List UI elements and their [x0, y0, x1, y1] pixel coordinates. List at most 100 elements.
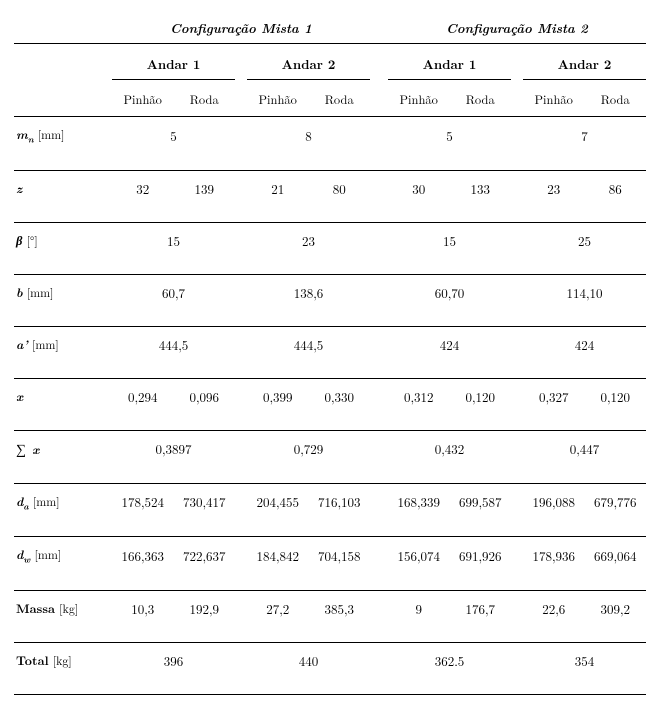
col-pinhao: Pinhão [523, 86, 585, 116]
heading-config2: Configuração Mista 2 [388, 12, 646, 44]
cell-value: 309,2 [585, 590, 647, 626]
row-beta: β [°] 15 23 15 25 [14, 222, 646, 258]
cell-value: 424 [523, 326, 646, 362]
row-z: z 32 139 21 80 30 133 23 86 [14, 170, 646, 206]
cell-value: 440 [247, 642, 370, 678]
cell-value: 80 [309, 170, 371, 206]
cell-value: 114,10 [523, 274, 646, 310]
cell-value: 7 [523, 117, 646, 154]
cell-value: 679,776 [585, 483, 647, 520]
row-dw: dw [mm] 166,363 722,637 184,842 704,158 … [14, 537, 646, 574]
cell-value: 0,330 [309, 378, 371, 414]
label-x: x [14, 378, 100, 414]
cell-value: 0,294 [112, 378, 174, 414]
spec-table: Configuração Mista 1 Configuração Mista … [14, 12, 646, 695]
cell-value: 178,524 [112, 483, 174, 520]
heading-config1: Configuração Mista 1 [112, 12, 370, 44]
cell-value: 354 [523, 642, 646, 678]
col-pinhao: Pinhão [112, 86, 174, 116]
cell-value: 0,3897 [112, 430, 235, 467]
label-aprime: a’ [mm] [14, 326, 100, 362]
cell-value: 704,158 [309, 537, 371, 574]
cell-value: 204,455 [247, 483, 309, 520]
cell-value: 10,3 [112, 590, 174, 626]
cell-value: 23 [247, 222, 370, 258]
cell-value: 444,5 [247, 326, 370, 362]
cell-value: 156,074 [388, 537, 450, 574]
cell-value: 0,399 [247, 378, 309, 414]
cell-value: 30 [388, 170, 450, 206]
label-beta: β [°] [14, 222, 100, 258]
cell-value: 15 [388, 222, 511, 258]
cell-value: 444,5 [112, 326, 235, 362]
cell-value: 15 [112, 222, 235, 258]
cell-value: 184,842 [247, 537, 309, 574]
cell-value: 0,432 [388, 430, 511, 467]
cell-value: 196,088 [523, 483, 585, 520]
cell-value: 60,7 [112, 274, 235, 310]
label-z: z [14, 170, 100, 206]
col-roda: Roda [450, 86, 512, 116]
row-sumx: ∑ x 0,3897 0,729 0,432 0,447 [14, 430, 646, 467]
cell-value: 8 [247, 117, 370, 154]
cell-value: 424 [388, 326, 511, 362]
row-b: b [mm] 60,7 138,6 60,70 114,10 [14, 274, 646, 310]
label-sumx: ∑ x [14, 430, 100, 467]
cell-value: 5 [388, 117, 511, 154]
cell-value: 32 [112, 170, 174, 206]
col-pinhao: Pinhão [247, 86, 309, 116]
row-massa: Massa [kg] 10,3 192,9 27,2 385,3 9 176,7… [14, 590, 646, 626]
heading-c1-andar1: Andar 1 [112, 50, 235, 80]
cell-value: 0,729 [247, 430, 370, 467]
col-roda: Roda [585, 86, 647, 116]
cell-value: 669,064 [585, 537, 647, 574]
cell-value: 716,103 [309, 483, 371, 520]
row-total: Total [kg] 396 440 362.5 354 [14, 642, 646, 678]
cell-value: 192,9 [174, 590, 236, 626]
label-dw: dw [mm] [14, 537, 100, 574]
row-x: x 0,294 0,096 0,399 0,330 0,312 0,120 0,… [14, 378, 646, 414]
cell-value: 22,6 [523, 590, 585, 626]
cell-value: 166,363 [112, 537, 174, 574]
col-roda: Roda [309, 86, 371, 116]
cell-value: 722,637 [174, 537, 236, 574]
heading-c2-andar2: Andar 2 [523, 50, 646, 80]
cell-value: 168,339 [388, 483, 450, 520]
cell-value: 0,120 [585, 378, 647, 414]
label-massa: Massa [kg] [14, 590, 100, 626]
cell-value: 730,417 [174, 483, 236, 520]
cell-value: 139 [174, 170, 236, 206]
label-da: da [mm] [14, 483, 100, 520]
col-pinhao: Pinhão [388, 86, 450, 116]
label-total: Total [kg] [14, 642, 100, 678]
col-roda: Roda [174, 86, 236, 116]
cell-value: 396 [112, 642, 235, 678]
row-aprime: a’ [mm] 444,5 444,5 424 424 [14, 326, 646, 362]
cell-value: 362.5 [388, 642, 511, 678]
cell-value: 27,2 [247, 590, 309, 626]
cell-value: 138,6 [247, 274, 370, 310]
cell-value: 0,312 [388, 378, 450, 414]
cell-value: 0,096 [174, 378, 236, 414]
cell-value: 60,70 [388, 274, 511, 310]
cell-value: 86 [585, 170, 647, 206]
cell-value: 691,926 [450, 537, 512, 574]
cell-value: 176,7 [450, 590, 512, 626]
cell-value: 178,936 [523, 537, 585, 574]
cell-value: 25 [523, 222, 646, 258]
heading-c2-andar1: Andar 1 [388, 50, 511, 80]
cell-value: 0,327 [523, 378, 585, 414]
cell-value: 0,447 [523, 430, 646, 467]
label-b: b [mm] [14, 274, 100, 310]
cell-value: 0,120 [450, 378, 512, 414]
cell-value: 5 [112, 117, 235, 154]
label-mn: mn [mm] [14, 117, 100, 154]
row-da: da [mm] 178,524 730,417 204,455 716,103 … [14, 483, 646, 520]
row-mn: mn [mm] 5 8 5 7 [14, 117, 646, 154]
cell-value: 21 [247, 170, 309, 206]
cell-value: 385,3 [309, 590, 371, 626]
cell-value: 9 [388, 590, 450, 626]
cell-value: 23 [523, 170, 585, 206]
cell-value: 133 [450, 170, 512, 206]
cell-value: 699,587 [450, 483, 512, 520]
